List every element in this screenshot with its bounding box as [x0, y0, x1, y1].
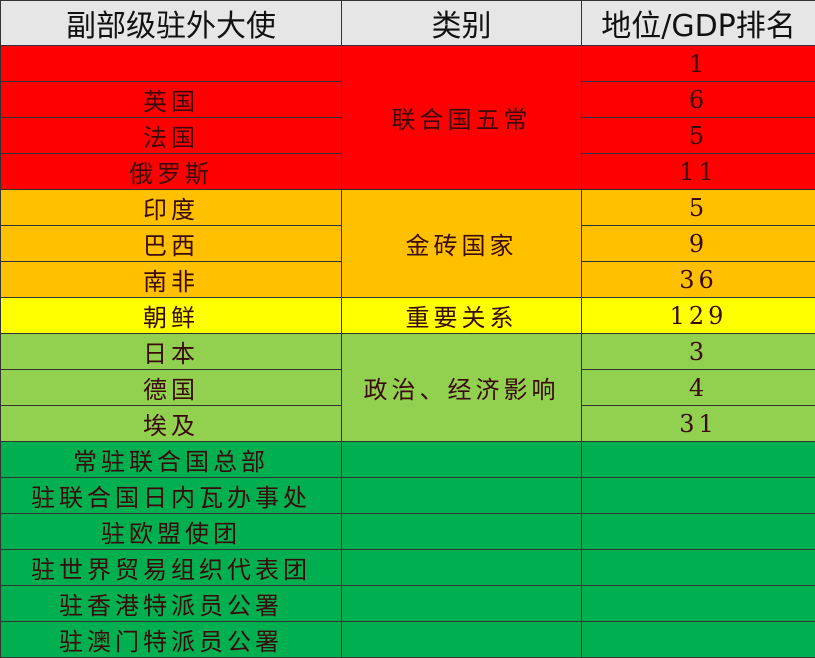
rank-cell: 1 — [582, 46, 815, 82]
country-cell: 巴西 — [1, 226, 342, 262]
mission-cell: 驻联合国日内瓦办事处 — [1, 478, 342, 514]
table-row: 驻欧盟使团 — [1, 514, 815, 550]
header-rank: 地位/GDP排名 — [582, 1, 815, 46]
rank-cell: 5 — [582, 190, 815, 226]
table-row: 联合国五常 1 — [1, 46, 815, 82]
header-category: 类别 — [342, 1, 582, 46]
country-cell: 法国 — [1, 118, 342, 154]
category-cell: 金砖国家 — [342, 190, 582, 298]
rank-cell — [582, 550, 815, 586]
country-cell: 英国 — [1, 82, 342, 118]
category-cell: 联合国五常 — [342, 46, 582, 190]
header-ambassador: 副部级驻外大使 — [1, 1, 342, 46]
table-row: 驻澳门特派员公署 — [1, 622, 815, 658]
rank-cell — [582, 478, 815, 514]
country-cell: 南非 — [1, 262, 342, 298]
table-row: 驻世界贸易组织代表团 — [1, 550, 815, 586]
rank-cell: 9 — [582, 226, 815, 262]
rank-cell: 11 — [582, 154, 815, 190]
category-cell — [342, 478, 582, 514]
category-cell — [342, 586, 582, 622]
category-cell — [342, 514, 582, 550]
rank-cell: 5 — [582, 118, 815, 154]
mission-cell: 驻香港特派员公署 — [1, 586, 342, 622]
rank-cell: 129 — [582, 298, 815, 334]
table-row: 印度 金砖国家 5 — [1, 190, 815, 226]
table-row: 常驻联合国总部 — [1, 442, 815, 478]
category-cell — [342, 442, 582, 478]
mission-cell: 驻澳门特派员公署 — [1, 622, 342, 658]
country-cell: 日本 — [1, 334, 342, 370]
mission-cell: 驻欧盟使团 — [1, 514, 342, 550]
rank-cell — [582, 622, 815, 658]
mission-cell: 常驻联合国总部 — [1, 442, 342, 478]
rank-cell: 36 — [582, 262, 815, 298]
rank-cell: 6 — [582, 82, 815, 118]
rank-cell — [582, 514, 815, 550]
country-cell: 印度 — [1, 190, 342, 226]
category-cell: 重要关系 — [342, 298, 582, 334]
rank-cell: 3 — [582, 334, 815, 370]
mission-cell: 驻世界贸易组织代表团 — [1, 550, 342, 586]
country-cell: 德国 — [1, 370, 342, 406]
category-cell — [342, 622, 582, 658]
rank-cell — [582, 586, 815, 622]
table-row: 朝鲜 重要关系 129 — [1, 298, 815, 334]
rank-cell: 31 — [582, 406, 815, 442]
country-cell: 埃及 — [1, 406, 342, 442]
category-cell: 政治、经济影响 — [342, 334, 582, 442]
country-cell: 朝鲜 — [1, 298, 342, 334]
table-row: 驻联合国日内瓦办事处 — [1, 478, 815, 514]
country-cell: 俄罗斯 — [1, 154, 342, 190]
country-cell — [1, 46, 342, 82]
table-row: 驻香港特派员公署 — [1, 586, 815, 622]
header-row: 副部级驻外大使 类别 地位/GDP排名 — [1, 1, 815, 46]
table-row: 日本 政治、经济影响 3 — [1, 334, 815, 370]
rank-cell: 4 — [582, 370, 815, 406]
rank-cell — [582, 442, 815, 478]
category-cell — [342, 550, 582, 586]
